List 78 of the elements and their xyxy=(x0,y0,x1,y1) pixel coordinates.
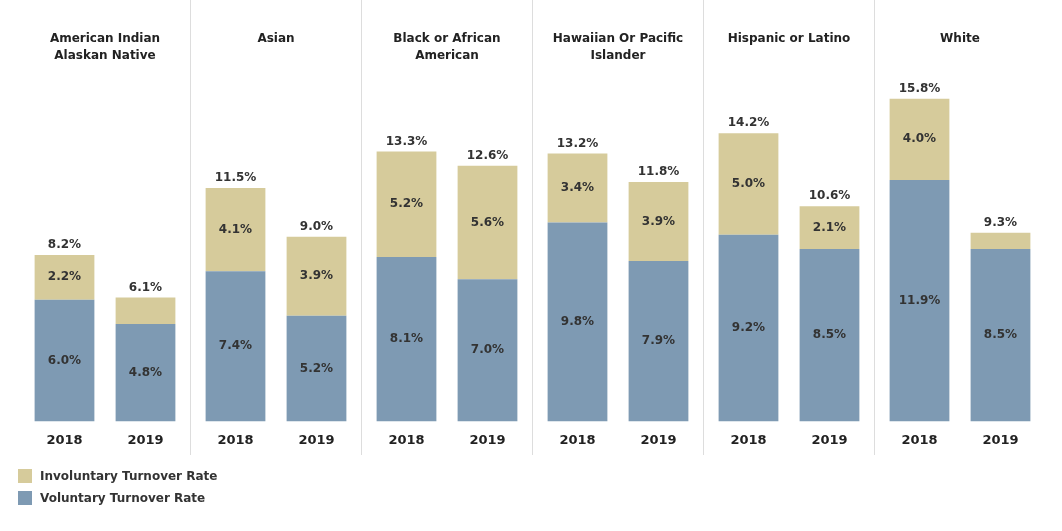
chart-title: Black or African American xyxy=(392,30,502,64)
total-label: 11.8% xyxy=(637,164,680,179)
data-label: 3.9% xyxy=(641,213,676,228)
bar xyxy=(286,236,347,316)
data-label: 3.4% xyxy=(560,180,595,195)
data-label: 7.9% xyxy=(641,333,676,348)
x-tick-label: 2018 xyxy=(46,431,83,447)
data-label: 4.8% xyxy=(128,364,163,379)
x-tick-label: 2018 xyxy=(217,431,254,447)
total-label: 13.2% xyxy=(556,135,599,150)
x-tick-label: 2018 xyxy=(559,431,596,447)
data-label: 5.0% xyxy=(731,176,766,191)
bar xyxy=(547,153,608,223)
total-label: 6.1% xyxy=(128,279,163,294)
data-label: 5.6% xyxy=(470,214,505,229)
legend-label: Involuntary Turnover Rate xyxy=(40,469,218,483)
data-label: 11.9% xyxy=(898,292,941,307)
bar xyxy=(718,133,779,235)
total-label: 15.8% xyxy=(898,80,941,95)
total-label: 11.5% xyxy=(214,170,257,185)
data-label: 5.2% xyxy=(299,360,334,375)
total-label: 14.2% xyxy=(727,115,770,130)
data-label: 7.0% xyxy=(470,342,505,357)
bar xyxy=(889,179,950,422)
bar xyxy=(115,297,176,324)
bar xyxy=(628,261,689,422)
bar xyxy=(376,151,437,258)
chart-title: Asian xyxy=(256,30,296,47)
bar xyxy=(970,232,1031,249)
data-label: 5.2% xyxy=(389,196,424,211)
bar xyxy=(628,181,689,262)
data-label: 4.0% xyxy=(902,131,937,146)
x-tick-label: 2018 xyxy=(730,431,767,447)
total-label: 9.3% xyxy=(983,214,1018,229)
x-tick-label: 2019 xyxy=(298,431,335,447)
x-tick-label: 2018 xyxy=(388,431,425,447)
x-tick-label: 2018 xyxy=(901,431,938,447)
x-tick-label: 2019 xyxy=(811,431,848,447)
data-label: 8.5% xyxy=(812,327,847,342)
bar xyxy=(457,165,518,280)
x-tick-label: 2019 xyxy=(640,431,677,447)
x-tick-label: 2019 xyxy=(127,431,164,447)
bar xyxy=(718,234,779,422)
chart-title: White xyxy=(939,30,981,47)
total-label: 8.2% xyxy=(47,237,82,252)
bar xyxy=(115,323,176,422)
total-label: 12.6% xyxy=(466,147,509,162)
chart-title: American Indian Alaskan Native xyxy=(48,30,162,64)
bar xyxy=(547,222,608,422)
total-label: 13.3% xyxy=(385,133,428,148)
data-label: 2.2% xyxy=(47,269,82,284)
data-label: 2.1% xyxy=(812,219,847,234)
bar xyxy=(205,271,266,422)
bar xyxy=(286,315,347,422)
data-label: 4.1% xyxy=(218,221,253,236)
chart-title: Hawaiian Or Pacific Islander xyxy=(551,30,685,64)
bar xyxy=(799,248,860,422)
bar xyxy=(457,279,518,422)
bar xyxy=(34,254,95,300)
legend-label: Voluntary Turnover Rate xyxy=(40,491,206,505)
data-label: 3.9% xyxy=(299,268,334,283)
bar xyxy=(889,98,950,180)
bar xyxy=(970,248,1031,422)
bar xyxy=(205,188,266,272)
x-tick-label: 2019 xyxy=(982,431,1019,447)
data-label: 9.2% xyxy=(731,320,766,335)
bar xyxy=(799,206,860,249)
bar xyxy=(376,257,437,422)
data-label: 8.5% xyxy=(983,327,1018,342)
total-label: 10.6% xyxy=(808,188,851,203)
data-label: 8.1% xyxy=(389,331,424,346)
data-label: 7.4% xyxy=(218,338,253,353)
data-label: 6.0% xyxy=(47,352,82,367)
bar xyxy=(34,299,95,422)
data-label: 9.8% xyxy=(560,314,595,329)
chart-title: Hispanic or Latino xyxy=(726,30,852,47)
x-tick-label: 2019 xyxy=(469,431,506,447)
total-label: 9.0% xyxy=(299,218,334,233)
